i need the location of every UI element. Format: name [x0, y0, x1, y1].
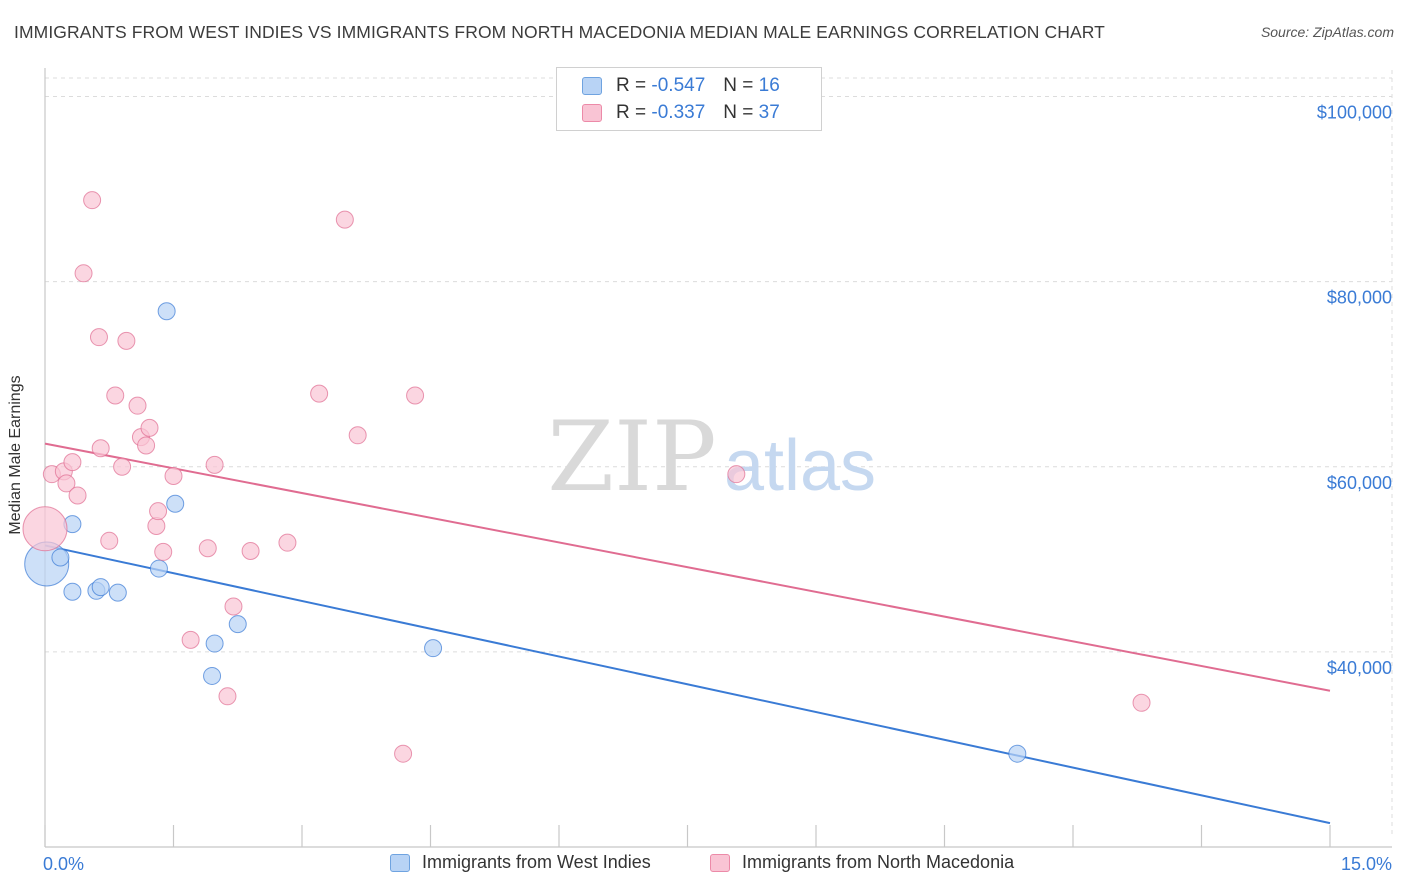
chart-title: IMMIGRANTS FROM WEST INDIES VS IMMIGRANT…: [14, 22, 1105, 42]
legend-row-north-macedonia: R = -0.337 N = 37: [557, 101, 780, 125]
point-west-indies: [63, 582, 82, 601]
tick-labels: $40,000 $60,000 $80,000 $100,000 0.0% 15.0%: [43, 103, 1392, 874]
legend-n-value: 16: [758, 75, 780, 96]
legend-r-value: -0.547: [651, 75, 706, 96]
point-west-indies: [424, 639, 443, 658]
legend-r-label: R =: [616, 102, 647, 123]
point-north-macedonia: [181, 630, 200, 649]
legend-n-value: 37: [758, 102, 780, 123]
legend-r-value: -0.337: [651, 102, 706, 123]
point-north-macedonia: [224, 597, 243, 616]
point-north-macedonia: [205, 455, 224, 474]
trend-line-west-indies: [44, 544, 1331, 825]
point-north-macedonia: [57, 474, 76, 493]
series-swatch-blue: [390, 853, 410, 872]
point-north-macedonia: [149, 502, 168, 521]
series-legend-north-macedonia[interactable]: Immigrants from North Macedonia: [710, 852, 1014, 873]
legend-r-label: R =: [616, 75, 647, 96]
point-north-macedonia: [241, 541, 260, 560]
point-north-macedonia: [89, 328, 108, 347]
y-tick-label: $100,000: [1317, 103, 1392, 123]
trend-line-north-macedonia: [44, 442, 1331, 692]
point-north-macedonia: [68, 486, 87, 505]
point-north-macedonia: [83, 191, 102, 210]
point-north-macedonia: [137, 436, 156, 455]
y-tick-label: $40,000: [1327, 658, 1392, 678]
point-north-macedonia: [147, 516, 166, 535]
point-north-macedonia: [113, 457, 132, 476]
point-north-macedonia: [278, 533, 297, 552]
point-north-macedonia: [394, 744, 413, 763]
point-west-indies: [157, 302, 176, 321]
y-tick-label: $80,000: [1327, 288, 1392, 308]
point-north-macedonia: [218, 687, 237, 706]
legend-swatch-pink: [582, 104, 602, 122]
point-west-indies: [51, 548, 70, 567]
legend-n-label: N =: [723, 102, 754, 123]
point-north-macedonia: [117, 331, 136, 350]
point-north-macedonia: [154, 542, 173, 561]
point-north-macedonia: [1132, 693, 1151, 712]
point-west-indies: [149, 559, 168, 578]
legend-n-label: N =: [723, 75, 754, 96]
data-points: [22, 191, 1151, 763]
point-north-macedonia: [63, 453, 82, 472]
point-north-macedonia: [74, 264, 93, 283]
point-north-macedonia: [198, 539, 217, 558]
y-tick-label: $60,000: [1327, 473, 1392, 493]
point-north-macedonia: [406, 386, 425, 405]
series-legend-label: Immigrants from North Macedonia: [742, 852, 1015, 872]
point-north-macedonia: [727, 465, 746, 484]
x-tick-label-max: 15.0%: [1341, 854, 1392, 874]
point-west-indies: [1008, 744, 1027, 763]
axes: [44, 68, 1392, 848]
series-legend-west-indies[interactable]: Immigrants from West Indies: [390, 852, 651, 873]
point-north-macedonia: [100, 531, 119, 550]
watermark: ZIP atlas: [547, 401, 876, 513]
point-north-macedonia: [335, 210, 354, 229]
watermark-atlas: atlas: [724, 426, 876, 506]
legend-swatch-blue: [582, 77, 602, 95]
point-north-macedonia: [140, 418, 159, 437]
source-credit: Source: ZipAtlas.com: [1260, 24, 1394, 40]
series-swatch-pink: [710, 853, 730, 872]
point-west-indies: [228, 615, 247, 634]
stats-legend: R = -0.547 N = 16 R = -0.337 N = 37: [556, 67, 822, 131]
y-axis-label: Median Male Earnings: [7, 375, 24, 535]
point-north-macedonia: [91, 439, 110, 458]
gridlines: [45, 70, 1393, 837]
point-west-indies: [166, 494, 185, 513]
trend-lines: [44, 442, 1331, 825]
x-tick-label-min: 0.0%: [43, 854, 84, 874]
series-legend-label: Immigrants from West Indies: [422, 852, 651, 872]
point-north-macedonia: [22, 506, 68, 552]
watermark-zip: ZIP: [547, 401, 716, 513]
point-west-indies: [203, 666, 222, 685]
legend-row-west-indies: R = -0.547 N = 16: [557, 74, 780, 98]
point-north-macedonia: [106, 386, 125, 405]
point-west-indies: [91, 578, 110, 597]
point-west-indies: [108, 583, 127, 602]
point-north-macedonia: [310, 384, 329, 403]
point-north-macedonia: [128, 396, 147, 415]
point-west-indies: [205, 634, 224, 653]
point-north-macedonia: [164, 467, 183, 486]
point-north-macedonia: [348, 426, 367, 445]
